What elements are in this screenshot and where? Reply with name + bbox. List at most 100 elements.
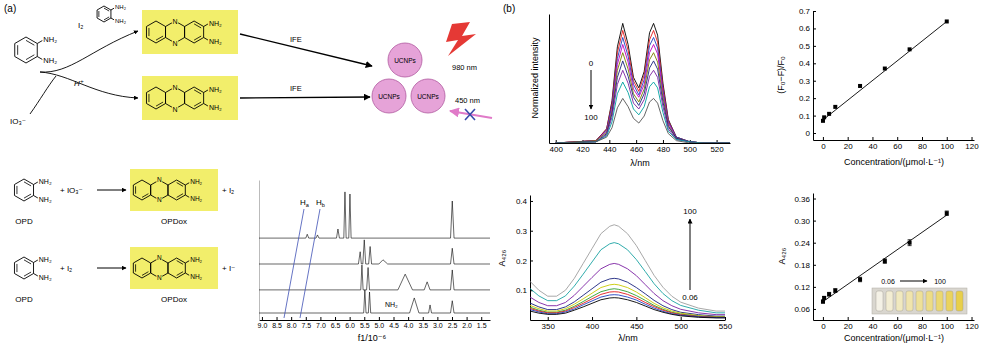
x-tick-label: 9.0 (258, 322, 268, 329)
compound-name: OPDox (161, 295, 187, 304)
atom-label: N (157, 176, 162, 183)
curved-arrow (30, 76, 56, 114)
plot-area (821, 19, 949, 122)
x-tick-label: 60 (893, 142, 902, 151)
series-line (530, 225, 725, 311)
nanoparticle-label: UCNPs (394, 57, 416, 64)
x-tick-label: 3.5 (418, 322, 428, 329)
highlight (130, 247, 218, 289)
y-axis: 0.10.20.30.4 (516, 196, 533, 321)
x-tick-label: 500 (675, 322, 689, 331)
y-tick-mark (813, 287, 816, 288)
x-tick: 3.5 (418, 317, 428, 329)
x-tick-mark (636, 317, 637, 320)
compound-name: OPD (15, 217, 33, 226)
double-bond (24, 260, 31, 264)
vial (886, 291, 893, 311)
x-tick: 350 (542, 317, 556, 331)
x-tick-label: 7.5 (301, 322, 311, 329)
x-tick-label: 400 (550, 145, 564, 154)
series-line (530, 243, 725, 313)
y-tick: 0.2 (799, 94, 816, 103)
x-tick-label: 5.0 (375, 322, 385, 329)
x-tick: 0 (821, 317, 826, 331)
group-label: NH₂ (39, 196, 52, 203)
y-axis-line (813, 194, 814, 321)
chart: 0204060801001200.060.120.180.240.300.36C… (777, 194, 979, 344)
x-tick: 520 (710, 140, 724, 154)
atom-label: N (157, 254, 162, 261)
byproduct: + I⁻ (222, 264, 235, 273)
panel-label: (b) (503, 3, 515, 14)
panel-label: (a) (4, 3, 16, 14)
atom-label: N (157, 196, 162, 203)
x-tick: 100 (941, 317, 955, 331)
x-tick-label: 40 (868, 142, 877, 151)
x-tick-mark (437, 317, 438, 320)
x-tick: 20 (844, 137, 853, 151)
double-bond (24, 182, 31, 186)
y-tick: 0.06 (794, 305, 816, 314)
y-tick-label: 0.18 (794, 261, 810, 270)
y-tick-label: 0.2 (799, 94, 811, 103)
series-line (556, 53, 730, 143)
guide-line (300, 209, 320, 318)
data-point (858, 84, 862, 88)
y-tick-label: 0.30 (794, 217, 810, 226)
x-tick-mark (277, 317, 278, 320)
double-bond (16, 186, 17, 194)
atom-background (156, 275, 163, 282)
x-tick-mark (972, 317, 973, 320)
y-tick-label: 0.4 (799, 59, 811, 68)
x-axis-line (531, 320, 726, 321)
trend-arrow (591, 70, 592, 109)
atom-background (156, 197, 163, 204)
x-tick-label: 3.0 (433, 322, 443, 329)
x-tick-label: 5.5 (360, 322, 370, 329)
y-tick-label: 0.1 (516, 286, 528, 295)
bond (185, 183, 189, 185)
y-tick-label: 0.7 (799, 7, 811, 16)
x-tick: 400 (550, 140, 564, 154)
bond (111, 18, 114, 20)
x-tick-mark (872, 317, 873, 320)
x-tick: 0 (821, 137, 826, 151)
x-axis: 9.08.58.07.57.06.56.05.55.04.54.03.53.02… (258, 317, 491, 329)
annotation: 0 (589, 59, 594, 68)
double-bond (156, 102, 163, 106)
scheme: NH₂NH₂IO₃⁻H⁺NH₂NH₂I₂NNNH₂NH₂NNNH₂NH₂IFEI… (10, 4, 492, 304)
error-bar (908, 245, 912, 246)
atom-label: N (173, 84, 178, 91)
arrow (240, 97, 370, 98)
y-tick-mark (813, 98, 816, 99)
x-tick-label: 80 (918, 142, 927, 151)
series-line (556, 70, 730, 143)
ring (185, 21, 204, 43)
chart: 02040608010012000.10.20.30.40.50.60.7Con… (776, 7, 979, 167)
y-tick-mark (530, 231, 533, 232)
series-line (556, 44, 730, 143)
vial (946, 291, 953, 311)
x-tick-label: 8.5 (272, 322, 282, 329)
double-bond (194, 24, 201, 28)
nanoparticle (372, 79, 406, 113)
x-tick-label: 1.5 (477, 322, 487, 329)
double-bond (156, 36, 163, 40)
y-axis-title: (F₀−F)/F₀ (776, 56, 786, 94)
x-tick: 6.0 (345, 317, 355, 329)
group-label: NH₂ (209, 86, 222, 93)
ring (15, 37, 38, 63)
double-bond (16, 264, 17, 272)
bond (185, 273, 189, 275)
x-tick-mark (947, 137, 948, 140)
x-axis-title: f1/10⁻⁶ (358, 333, 387, 343)
atom-background (172, 84, 179, 91)
bond (204, 38, 208, 40)
double-bond (194, 36, 201, 40)
x-tick: 8.5 (272, 317, 282, 329)
ring (146, 21, 165, 43)
curved-arrow (40, 31, 138, 72)
y-tick-mark (813, 133, 816, 134)
atom-label: N (157, 274, 162, 281)
bond (37, 41, 42, 44)
